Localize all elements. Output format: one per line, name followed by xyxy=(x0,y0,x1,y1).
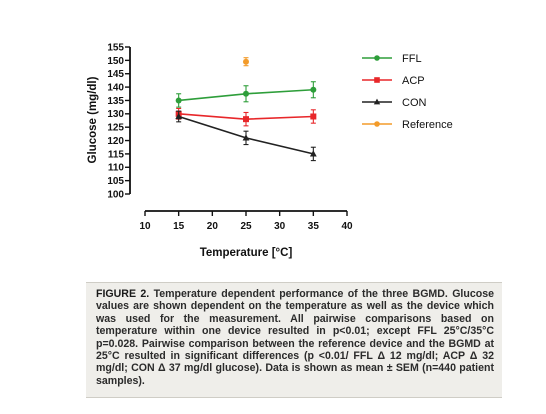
legend-label-ffl: FFL xyxy=(402,53,422,65)
legend-marker-ffl xyxy=(374,55,380,61)
data-point-reference xyxy=(243,58,249,65)
data-point-con xyxy=(242,134,250,141)
y-tick-label: 100 xyxy=(107,189,124,200)
legend-item-acp: ACP xyxy=(362,75,425,87)
y-tick-label: 150 xyxy=(107,56,124,67)
data-point-con xyxy=(175,112,183,120)
legend-marker-acp xyxy=(374,77,380,83)
x-tick-label: 35 xyxy=(308,221,320,232)
y-tick-label: 115 xyxy=(108,149,125,160)
legend-item-reference: Reference xyxy=(362,119,453,131)
x-tick-label: 15 xyxy=(173,221,185,232)
legend-marker-reference xyxy=(374,121,380,127)
x-tick-label: 25 xyxy=(240,221,252,232)
data-point-acp xyxy=(243,116,249,123)
legend-label-con: CON xyxy=(402,97,427,109)
x-tick-label: 30 xyxy=(274,221,286,232)
figure-caption: FIGURE 2. Temperature dependent performa… xyxy=(86,282,502,398)
y-tick-label: 135 xyxy=(107,96,124,107)
series-acp xyxy=(175,107,317,127)
glucose-temperature-chart: 100 105 110 115 120 125 130 135 140 145 150 155 10 15… xyxy=(87,42,453,259)
legend-label-reference: Reference xyxy=(402,119,453,131)
x-axis-label: Temperature [°C] xyxy=(200,247,293,259)
series-reference xyxy=(243,57,249,67)
y-tick-label: 110 xyxy=(108,163,125,174)
data-point-con xyxy=(309,150,317,157)
caption-text: Temperature dependent performance of the… xyxy=(96,288,494,387)
data-point-acp xyxy=(310,113,317,120)
legend-item-con: CON xyxy=(362,97,427,109)
y-tick-label: 155 xyxy=(107,42,124,53)
data-point-ffl xyxy=(243,90,249,97)
x-tick-label: 40 xyxy=(341,221,353,232)
caption-label: FIGURE 2. xyxy=(96,288,150,300)
y-axis-label: Glucose (mg/dl) xyxy=(87,76,99,163)
y-tick-label: 120 xyxy=(107,136,124,147)
y-tick-label: 140 xyxy=(107,82,124,93)
data-point-ffl xyxy=(175,97,182,104)
y-tick-label: 105 xyxy=(107,176,124,187)
legend-label-acp: ACP xyxy=(402,75,425,87)
x-tick-label: 20 xyxy=(207,221,219,232)
legend-marker-con xyxy=(373,98,381,105)
chart-legend: FFL ACP CON Reference xyxy=(362,53,453,131)
chart-series xyxy=(175,57,317,162)
y-tick-label: 130 xyxy=(107,109,124,120)
legend-item-ffl: FFL xyxy=(362,53,422,65)
y-tick-label: 145 xyxy=(107,69,124,80)
series-con xyxy=(175,110,317,162)
series-ffl xyxy=(175,81,317,108)
x-tick-label: 10 xyxy=(139,221,151,232)
y-tick-label: 125 xyxy=(107,123,124,134)
data-point-ffl xyxy=(310,86,317,93)
chart-axes: 100 105 110 115 120 125 130 135 140 145 150 155 10 15… xyxy=(107,42,353,232)
